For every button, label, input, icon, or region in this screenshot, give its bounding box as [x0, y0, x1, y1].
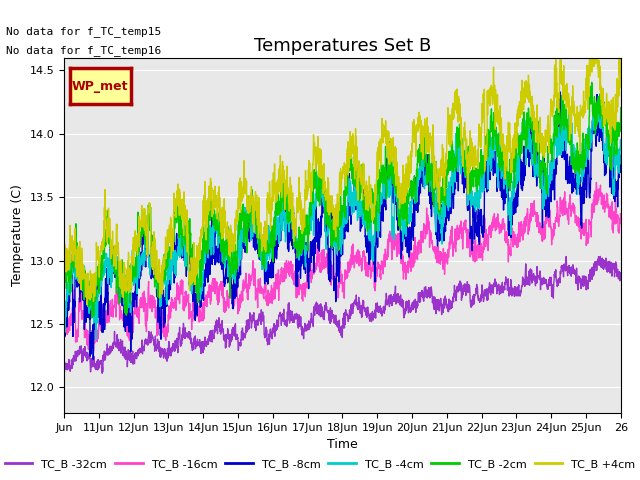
TC_B -32cm	[609, 264, 617, 270]
TC_B +4cm	[589, 36, 596, 42]
TC_B -32cm	[376, 306, 384, 312]
Line: TC_B -32cm: TC_B -32cm	[64, 256, 621, 373]
TC_B -4cm	[236, 256, 244, 262]
TC_B -32cm	[60, 369, 68, 374]
TC_B -32cm	[236, 342, 244, 348]
TC_B -16cm	[86, 350, 94, 356]
TC_B -4cm	[609, 187, 617, 193]
TC_B +4cm	[236, 179, 244, 185]
TC_B -8cm	[609, 173, 617, 179]
TC_B -16cm	[510, 234, 518, 240]
TC_B -8cm	[617, 169, 625, 175]
Line: TC_B +4cm: TC_B +4cm	[64, 39, 621, 305]
TC_B -4cm	[60, 314, 68, 320]
TC_B -16cm	[593, 180, 600, 185]
TC_B -4cm	[376, 204, 384, 210]
TC_B +4cm	[542, 149, 550, 155]
Line: TC_B -16cm: TC_B -16cm	[64, 182, 621, 353]
TC_B -16cm	[609, 230, 617, 236]
TC_B -2cm	[236, 210, 244, 216]
Text: No data for f_TC_temp15: No data for f_TC_temp15	[6, 25, 162, 36]
TC_B -32cm	[510, 286, 518, 291]
TC_B +4cm	[510, 132, 518, 137]
TC_B -4cm	[116, 291, 124, 297]
TC_B -8cm	[236, 267, 244, 273]
TC_B -2cm	[88, 315, 95, 321]
Line: TC_B -2cm: TC_B -2cm	[64, 83, 621, 318]
TC_B -8cm	[116, 270, 124, 276]
TC_B -8cm	[90, 357, 97, 362]
TC_B -8cm	[542, 201, 550, 207]
TC_B -32cm	[542, 276, 550, 282]
Line: TC_B -8cm: TC_B -8cm	[64, 92, 621, 360]
TC_B -32cm	[596, 253, 604, 259]
TC_B -2cm	[588, 80, 596, 85]
TC_B -32cm	[617, 272, 625, 277]
Title: Temperatures Set B: Temperatures Set B	[254, 36, 431, 55]
TC_B +4cm	[116, 259, 124, 264]
TC_B -16cm	[236, 305, 244, 311]
TC_B +4cm	[617, 85, 625, 91]
TC_B +4cm	[83, 302, 91, 308]
TC_B +4cm	[376, 156, 384, 162]
TC_B -32cm	[60, 371, 68, 376]
TC_B -8cm	[60, 329, 68, 335]
TC_B -32cm	[116, 342, 124, 348]
Legend: TC_B -32cm, TC_B -16cm, TC_B -8cm, TC_B -4cm, TC_B -2cm, TC_B +4cm: TC_B -32cm, TC_B -16cm, TC_B -8cm, TC_B …	[0, 455, 640, 474]
TC_B -16cm	[116, 303, 124, 309]
TC_B -4cm	[593, 99, 601, 105]
Y-axis label: Temperature (C): Temperature (C)	[11, 184, 24, 286]
TC_B -2cm	[542, 178, 550, 184]
TC_B -16cm	[542, 213, 550, 219]
Line: TC_B -4cm: TC_B -4cm	[64, 102, 621, 340]
TC_B -4cm	[510, 194, 518, 200]
TC_B -4cm	[617, 147, 625, 153]
TC_B +4cm	[60, 273, 68, 278]
Text: No data for f_TC_temp16: No data for f_TC_temp16	[6, 45, 162, 56]
TC_B -2cm	[617, 105, 625, 110]
TC_B -2cm	[510, 185, 518, 191]
TC_B -2cm	[609, 125, 617, 131]
TC_B -8cm	[376, 223, 384, 229]
TC_B -2cm	[376, 186, 384, 192]
TC_B -8cm	[557, 89, 564, 95]
TC_B -16cm	[60, 317, 68, 323]
TC_B -4cm	[542, 177, 550, 182]
TC_B -2cm	[116, 296, 124, 302]
TC_B -4cm	[92, 337, 100, 343]
TC_B -16cm	[617, 216, 625, 222]
X-axis label: Time: Time	[327, 438, 358, 451]
TC_B -16cm	[376, 269, 384, 275]
TC_B -8cm	[510, 211, 518, 217]
TC_B -2cm	[60, 273, 68, 278]
TC_B +4cm	[609, 95, 617, 100]
